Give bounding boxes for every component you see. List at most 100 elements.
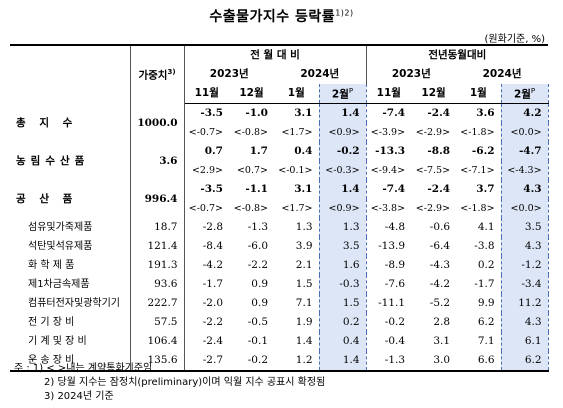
mom-contract-value: <1.7> [281,202,313,214]
yoy-value: -6.4 [429,240,451,253]
yoy-value: -7.4 [382,107,406,120]
mom-value: -1.0 [245,107,268,120]
yoy-value: 4.3 [500,313,549,332]
row-weight: 18.7 [130,218,185,237]
yoy-value: 9.9 [477,297,495,310]
mom-value: 7.1 [295,297,313,310]
table-row: 기 계 및 장 비 106.4 -2.4 -0.1 1.4 0.4 -0.4 3.1 7.1 6.… [10,332,549,351]
mom-value: 3.1 [294,107,313,120]
row-weight: 996.4 [130,180,185,218]
table-row-contract-currency: <-0.7> <-0.8> <1.7> <0.9> <-3.9> <-2.9> <-1.8>… [10,123,549,142]
row-label: 컴퓨터전자및광학기기 [10,294,131,313]
mom-value: -3.5 [200,107,223,120]
table-row: 섬유및가죽제품 18.7 -2.8 -1.3 1.3 1.3 -4.8 -0.6 4.1 3.5 [10,218,549,237]
yoy-value: 3.1 [433,335,451,348]
mom-contract-value: <0.7> [236,164,268,176]
row-label: 총 지 수 [10,103,131,142]
table-row: 석탄및석유제품 121.4 -8.4 -6.0 3.9 3.5 -13.9 -6.4 -3.8 4… [10,237,549,256]
yoy-value: 6.2 [477,316,495,329]
yoy-value: -13.9 [378,240,406,253]
yoy-contract-value: <-7.5> [415,164,451,176]
mom-contract-value: <1.7> [281,126,313,138]
mom-value: -2.4 [202,335,223,348]
yoy-value: 3.7 [476,183,495,196]
yoy-value: 11.2 [500,294,549,313]
yoy-value: -3.4 [500,275,549,294]
row-weight: 1000.0 [130,103,185,142]
mom-value: 1.3 [318,218,367,237]
mom-contract-value: <2.9> [191,164,223,176]
row-label: 농림수산품 [10,142,131,180]
yoy-value: -2.4 [427,183,451,196]
yoy-value: -0.2 [384,316,406,329]
row-weight: 121.4 [130,237,185,256]
mom-year-2024: 2024년 [274,65,367,84]
yoy-contract-value: <-1.8> [460,202,495,214]
mom-value: 1.6 [318,256,367,275]
yoy-contract-value: <-3.9> [370,126,406,138]
yoy-value: 4.1 [477,221,495,234]
table-row: 총 지 수 1000.0 -3.5 -1.0 3.1 1.4 -7.4 -2.4 3.6 4.2 [10,103,549,142]
yoy-value: -8.8 [427,145,451,158]
mom-value: 1.9 [295,316,313,329]
yoy-value: 0.2 [477,259,495,272]
mom-value: 3.1 [294,183,313,196]
mom-value: -2.2 [202,316,223,329]
mom-value: -2.0 [202,297,223,310]
yoy-contract-value: <0.0> [500,199,549,218]
mom-contract-value: <-0.8> [233,126,268,138]
yoy-value: -5.2 [429,297,451,310]
row-label: 섬유및가죽제품 [10,218,131,237]
mom-value: -1.7 [202,278,223,291]
mom-month-header: 2월P [318,84,367,104]
mom-value: 1.7 [249,145,268,158]
yoy-value: -13.3 [375,145,406,158]
mom-value: 1.2 [274,351,319,372]
row-weight: 191.3 [130,256,185,275]
unit-note: (원화기준, %) [484,34,545,45]
row-label: 석탄및석유제품 [10,237,131,256]
page-title: 수출물가지수 등락률1)2) [209,8,354,25]
mom-month-header: 1월 [274,84,319,104]
yoy-value: -1.7 [474,278,495,291]
mom-month-header: 12월 [229,84,274,104]
mom-value: -1.3 [247,221,268,234]
yoy-value: 4.3 [500,180,549,199]
mom-value: 0.7 [204,145,223,158]
yoy-month-header: 2월P [500,84,549,104]
mom-value: 0.4 [294,145,313,158]
yoy-value: 3.6 [476,107,495,120]
yoy-value: -4.2 [429,278,451,291]
mom-value: 3.9 [295,240,313,253]
table-row: 컴퓨터전자및광학기기 222.7 -2.0 0.9 7.1 1.5 -11.1 -5.2 9.9… [10,294,549,313]
mom-value: -2.2 [247,259,268,272]
mom-value: 1.4 [318,351,367,372]
row-label: 제1차금속제품 [10,275,131,294]
yoy-year-2024: 2024년 [482,68,522,81]
prelim-mark: P [348,86,354,95]
table-row: 농림수산품 3.6 0.7 1.7 0.4 -0.2 -13.3 -8.8 -6.2 -4.7 [10,142,549,180]
table-row: 공 산 품 996.4 -3.5 -1.1 3.1 1.4 -7.4 -2.4 3.7 4.3 [10,180,549,218]
yoy-value: -0.4 [384,335,406,348]
mom-contract-value: <-0.1> [278,164,313,176]
row-weight: 135.6 [130,351,185,372]
mom-value: -8.4 [202,240,223,253]
table-row: 화 학 제 품 191.3 -4.2 -2.2 2.1 1.6 -8.9 -4.3 0.2 -1.… [10,256,549,275]
yoy-value: 3.0 [411,351,457,372]
mom-month-header: 11월 [184,84,229,104]
mom-value: 1.4 [318,180,367,199]
yoy-value: -7.4 [382,183,406,196]
yoy-value: -1.3 [366,351,412,372]
yoy-month-header: 11월 [366,84,412,104]
yoy-value: -3.8 [474,240,495,253]
footnote-2: 2) 당월 지수는 잠정치(preliminary)이며 익월 지수 공표시 확… [44,377,326,388]
mom-contract-value: <-0.7> [188,202,223,214]
table-row-contract-currency: <2.9> <0.7> <-0.1> <-0.3> <-9.4> <-7.5> <-7.1>… [10,161,549,180]
mom-contract-value: <0.9> [318,123,367,142]
footnote-3: 3) 2024년 기준 [44,391,114,402]
mom-contract-value: <-0.7> [188,126,223,138]
yoy-value: 6.6 [456,351,502,372]
yoy-value: 3.5 [500,218,549,237]
yoy-value: -0.6 [429,221,451,234]
mom-value: 0.9 [251,297,268,310]
